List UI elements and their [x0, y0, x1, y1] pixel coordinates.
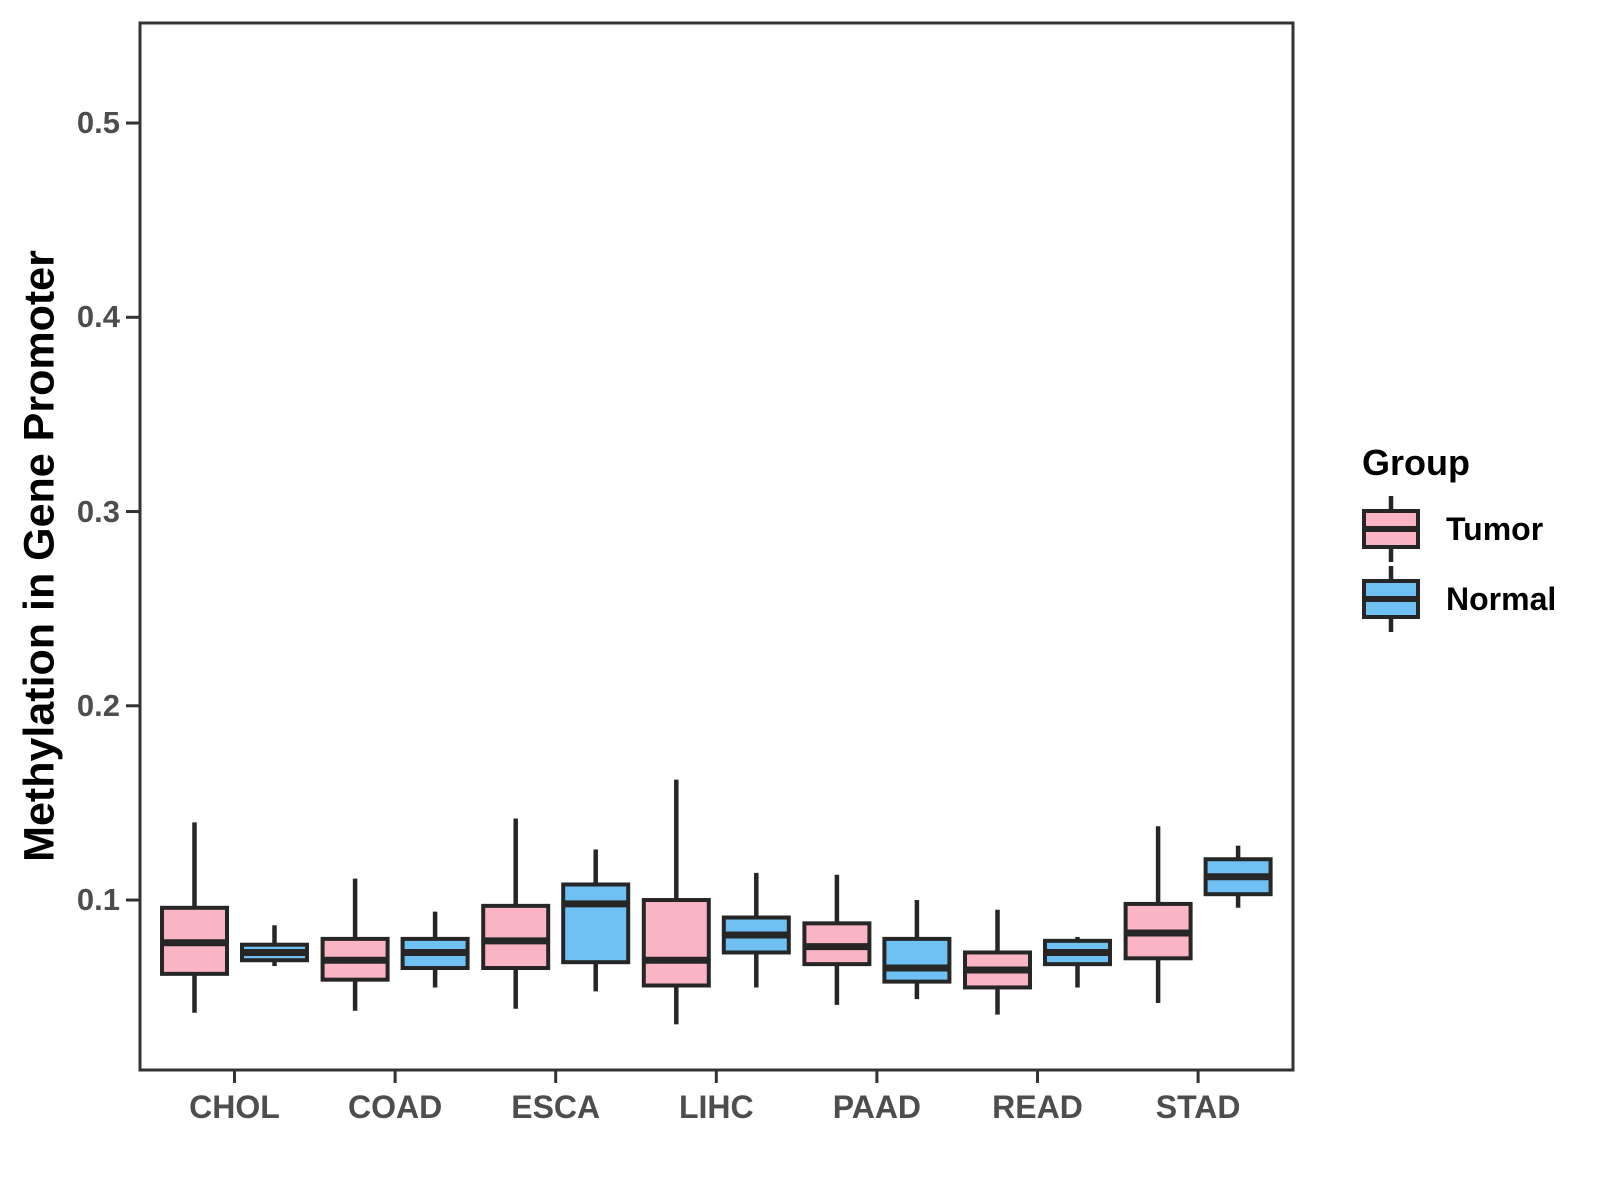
boxplot-tumor-stad	[1123, 826, 1193, 1003]
legend-key-normal	[1362, 566, 1420, 632]
boxplot-normal-coad	[400, 911, 470, 988]
boxplot-normal-lihc	[721, 872, 791, 988]
plot-panel-border	[138, 21, 1295, 1072]
legend-item-tumor: Tumor	[1360, 494, 1556, 564]
x-tick-label: ESCA	[511, 1089, 601, 1125]
x-tick-label: COAD	[347, 1089, 443, 1125]
x-tick-label: CHOL	[189, 1089, 280, 1125]
boxplot-normal-paad	[882, 900, 952, 1000]
boxplot-tumor-chol	[160, 822, 229, 1013]
legend-title: Group	[1362, 442, 1470, 483]
x-tick-label: LIHC	[678, 1089, 754, 1125]
boxplot-normal-stad	[1203, 845, 1273, 908]
boxplot-normal-esca	[561, 849, 631, 992]
y-tick-label: 0.1	[76, 882, 120, 918]
legend: Group Tumor Normal	[1360, 442, 1556, 634]
legend-item-normal: Normal	[1360, 564, 1556, 634]
y-tick-label: 0.3	[76, 493, 120, 529]
legend-key-tumor	[1362, 496, 1420, 562]
boxplot-tumor-esca	[481, 818, 551, 1009]
boxplot-normal-chol	[240, 925, 309, 967]
iqr-box	[561, 882, 631, 965]
boxplot-tumor-coad	[320, 878, 390, 1011]
y-tick-label: 0.4	[76, 299, 120, 335]
x-tick-label: PAAD	[832, 1089, 922, 1125]
iqr-box	[641, 898, 711, 988]
boxplot-tumor-paad	[802, 874, 872, 1005]
boxplot-tumor-read	[963, 909, 1032, 1015]
y-tick-label: 0.5	[76, 105, 120, 141]
iqr-box	[481, 903, 551, 971]
y-tick-label: 0.2	[76, 687, 120, 723]
iqr-box	[882, 936, 952, 984]
legend-label: Normal	[1446, 580, 1557, 617]
x-tick-label: STAD	[1155, 1089, 1241, 1125]
x-tick-label: READ	[992, 1089, 1083, 1125]
legend-items: Tumor Normal	[1360, 494, 1556, 634]
legend-label: Tumor	[1446, 510, 1544, 547]
boxplot-normal-read	[1043, 936, 1112, 988]
boxplot-tumor-lihc	[641, 779, 711, 1025]
